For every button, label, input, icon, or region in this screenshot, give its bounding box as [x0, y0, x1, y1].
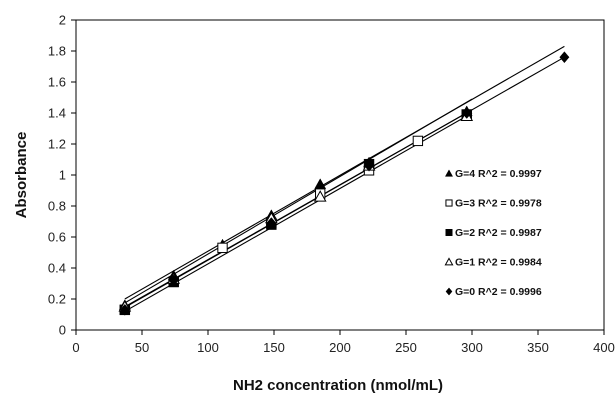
x-tick-label: 300	[461, 340, 483, 355]
fit-line-series-4	[124, 56, 565, 309]
data-point-series-4	[461, 107, 472, 119]
y-tick-label: 1	[59, 168, 66, 183]
x-tick-label: 200	[329, 340, 351, 355]
y-tick-label: 1.8	[48, 44, 66, 59]
y-tick-label: 0.6	[48, 230, 66, 245]
data-point-series-1	[217, 242, 228, 254]
y-tick-label: 2	[59, 13, 66, 28]
data-point-series-4	[168, 274, 179, 287]
y-tick-label: 1.6	[48, 75, 66, 90]
x-tick-label: 100	[197, 340, 219, 355]
x-axis-title: NH2 concentration (nmol/mL)	[233, 377, 443, 394]
data-point-series-3	[313, 190, 327, 202]
data-point-series-4	[266, 217, 277, 229]
y-tick-label: 0.8	[48, 199, 66, 214]
y-tick-label: 0	[59, 323, 66, 338]
plot-area	[118, 45, 570, 316]
y-tick-label: 1.4	[48, 106, 66, 121]
legend-marker-2	[445, 229, 453, 236]
legend: G=4 R^2 = 0.9997 G=3 R^2 = 0.9978 G=2 R^2 …	[444, 168, 542, 298]
x-tick-label: 50	[135, 340, 149, 355]
x-tick-label: 350	[527, 340, 549, 355]
x-tick-label: 0	[72, 340, 79, 355]
data-point-series-1	[412, 135, 424, 147]
x-tick-label: 400	[593, 340, 615, 355]
legend-label-1: G=3 R^2 = 0.9978	[455, 198, 542, 210]
legend-marker-1	[445, 199, 453, 207]
data-point-series-4	[559, 51, 570, 64]
legend-label-3: G=1 R^2 = 0.9984	[455, 257, 542, 269]
data-point-series-4	[364, 159, 375, 172]
x-tick-label: 150	[263, 340, 285, 355]
y-tick-label: 0.4	[48, 261, 66, 276]
axes: 0 0.2 0.4 0.6 0.8 1 1.2 1.4 1.6 1.8 2 0 50 100 150 200 2…	[48, 13, 615, 356]
legend-label-4: G=0 R^2 = 0.9996	[455, 286, 542, 298]
legend-label-2: G=2 R^2 = 0.9987	[455, 227, 542, 239]
data-point-series-4	[119, 303, 130, 316]
y-tick-label: 1.2	[48, 137, 66, 152]
legend-marker-4	[445, 287, 453, 296]
legend-label-0: G=4 R^2 = 0.9997	[455, 168, 542, 180]
y-axis-title: Absorbance	[13, 132, 30, 219]
legend-marker-3	[444, 257, 454, 266]
data-point-series-0	[314, 178, 327, 189]
legend-marker-0	[444, 169, 454, 177]
y-tick-label: 0.2	[48, 292, 66, 307]
x-tick-label: 250	[395, 340, 417, 355]
fit-line-series-3	[124, 45, 565, 300]
